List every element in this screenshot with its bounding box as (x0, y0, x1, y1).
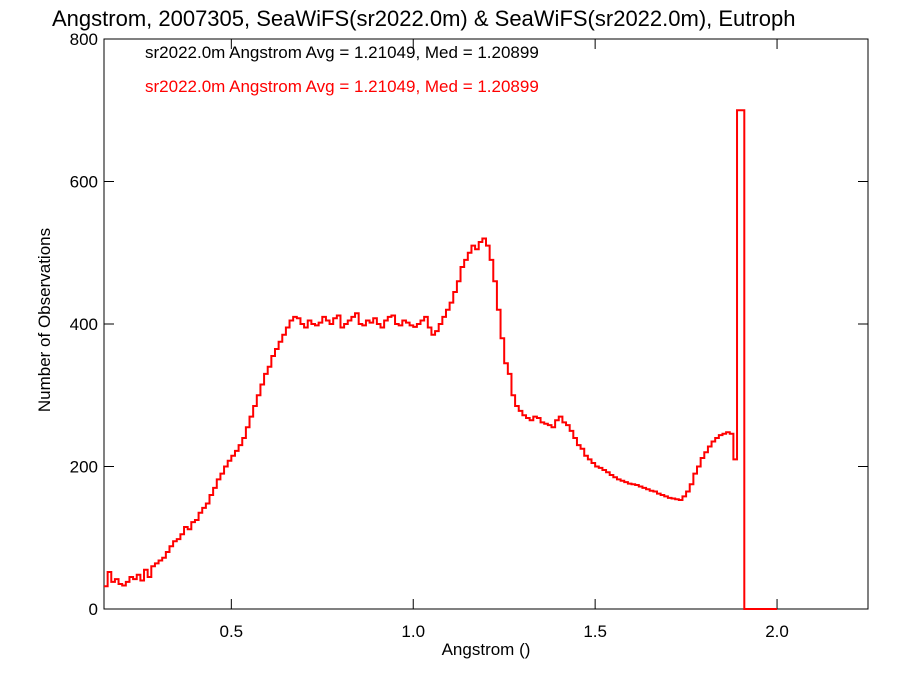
x-tick-label: 0.5 (220, 622, 244, 641)
y-tick-label: 200 (70, 458, 98, 477)
y-tick-labels: 0 200 400 600 800 (70, 30, 98, 619)
y-axis-ticks (104, 38, 868, 610)
y-tick-label: 600 (70, 173, 98, 192)
chart-title: Angstrom, 2007305, SeaWiFS(sr2022.0m) & … (52, 6, 795, 31)
x-axis-ticks (230, 39, 778, 609)
plot-frame (103, 38, 869, 610)
x-tick-label: 1.5 (583, 622, 607, 641)
y-tick-label: 0 (89, 600, 98, 619)
x-tick-label: 2.0 (765, 622, 789, 641)
x-axis-label: Angstrom () (442, 640, 531, 659)
x-tick-label: 1.0 (401, 622, 425, 641)
y-axis-label: Number of Observations (35, 228, 54, 412)
stats-annotation-black: sr2022.0m Angstrom Avg = 1.21049, Med = … (145, 43, 539, 62)
y-tick-label: 800 (70, 30, 98, 49)
y-tick-label: 400 (70, 315, 98, 334)
x-tick-labels: 0.5 1.0 1.5 2.0 (220, 622, 789, 641)
histogram-series-line (104, 109, 778, 610)
stats-annotation-red: sr2022.0m Angstrom Avg = 1.21049, Med = … (145, 77, 539, 96)
